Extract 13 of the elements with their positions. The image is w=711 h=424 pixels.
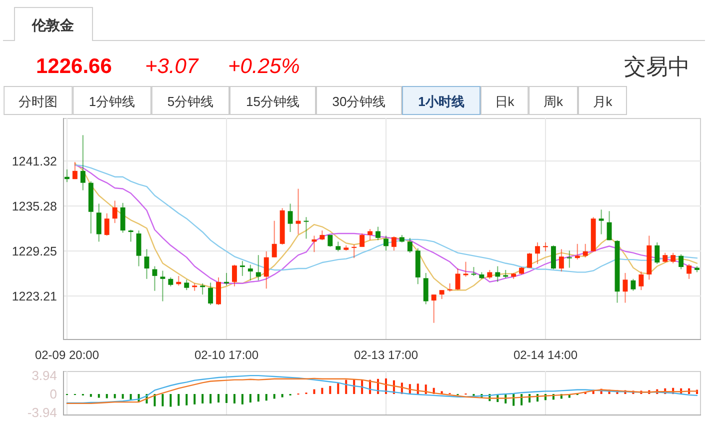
y-tick-label: 1241.32	[12, 154, 58, 169]
header: 伦敦金 1226.66 +3.07 +0.25% 交易中 分时图 1分钟线 5分钟线 15分钟线 30分钟线 1小时线 日k 周k 月k	[2, 7, 706, 115]
x-tick-label: 02-10 17:00	[194, 348, 259, 362]
x-tick-label: 02-09 20:00	[34, 348, 100, 362]
y-tick-label: -3.94	[27, 405, 57, 420]
y-tick-label: 3.94	[32, 368, 57, 383]
chart-title: 伦敦金	[31, 17, 75, 33]
y-tick-label: 1229.25	[12, 244, 58, 258]
x-tick-label: 02-14 14:00	[513, 348, 578, 362]
y-tick-label: 0	[50, 386, 57, 402]
y-tick-label: 1235.28	[12, 200, 58, 214]
y-tick-label: 1223.21	[12, 289, 58, 304]
x-tick-label: 02-13 17:00	[354, 348, 418, 362]
